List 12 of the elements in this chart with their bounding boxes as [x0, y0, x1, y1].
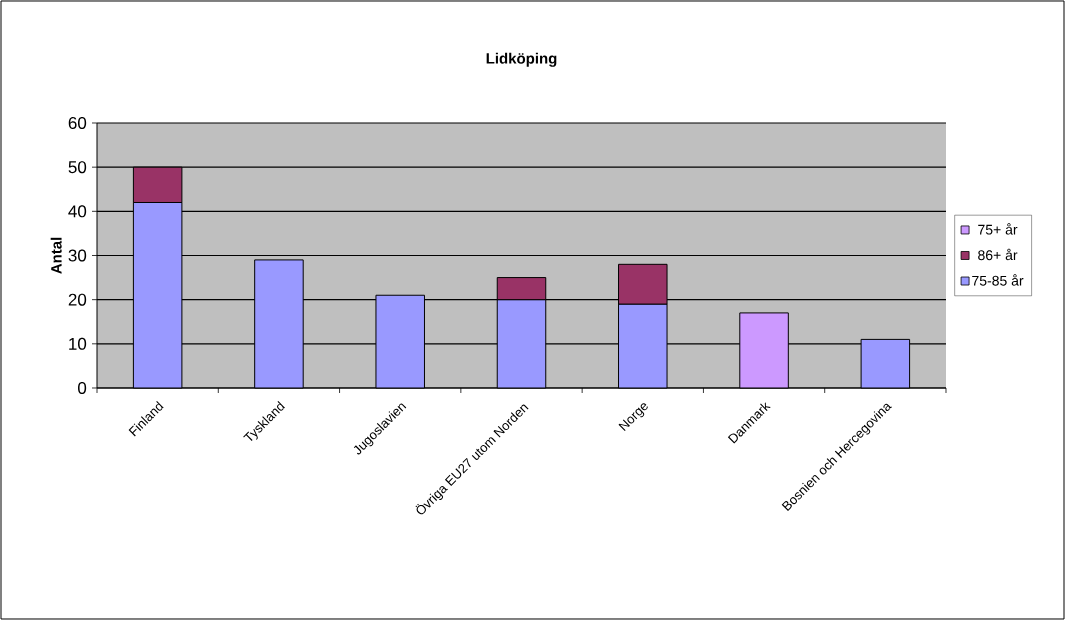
legend-label: 86+ år	[978, 248, 1018, 261]
y-tick-label: 20	[68, 293, 87, 306]
chart-title: Lidköping	[486, 52, 557, 67]
y-tick-label: 30	[68, 249, 87, 262]
y-tick-label: 10	[69, 337, 87, 350]
legend-label: 75+ år	[978, 223, 1018, 235]
y-tick-label: 0	[78, 381, 87, 395]
y-tick-label: 40	[68, 205, 87, 218]
legend-label: 75-85 år	[972, 274, 1024, 286]
y-tick-label: 60	[68, 116, 87, 130]
y-axis-title: Antal	[50, 237, 62, 274]
y-tick-label: 50	[68, 161, 87, 174]
